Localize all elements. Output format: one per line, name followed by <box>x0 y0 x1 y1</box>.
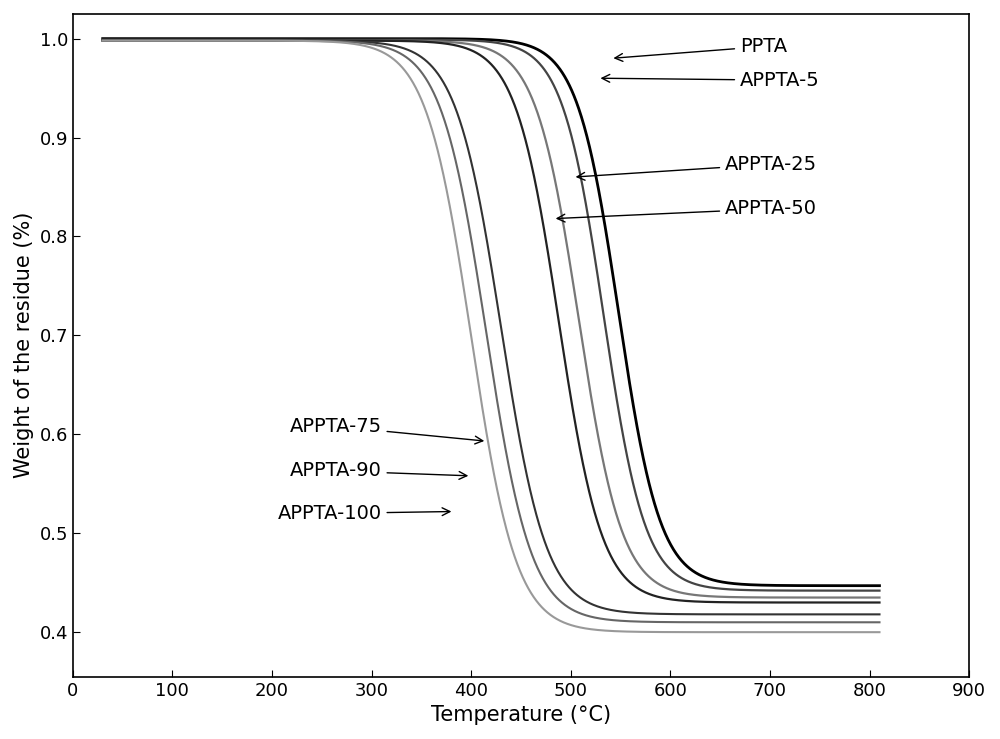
PPTA <box>474 35 486 44</box>
APPTA-50 <box>474 51 486 60</box>
APPTA-50 <box>97 36 109 45</box>
APPTA-75 <box>851 610 863 619</box>
APPTA-5 <box>136 35 148 44</box>
APPTA-25 <box>851 593 863 602</box>
Line: PPTA: PPTA <box>103 38 879 586</box>
APPTA-75 <box>136 36 148 45</box>
APPTA-50 <box>851 598 863 607</box>
APPTA-25 <box>708 592 720 601</box>
PPTA <box>97 34 109 43</box>
Text: APPTA-75: APPTA-75 <box>289 417 483 444</box>
APPTA-90 <box>851 618 863 627</box>
APPTA-100 <box>97 36 109 45</box>
Text: APPTA-90: APPTA-90 <box>290 461 467 480</box>
PPTA <box>136 34 148 43</box>
APPTA-90 <box>851 618 863 627</box>
APPTA-50 <box>136 36 148 45</box>
APPTA-25 <box>474 42 486 51</box>
X-axis label: Temperature (°C): Temperature (°C) <box>431 705 611 725</box>
PPTA <box>851 582 863 590</box>
Text: PPTA: PPTA <box>615 37 787 61</box>
APPTA-5 <box>97 35 109 44</box>
APPTA-50 <box>708 598 720 607</box>
APPTA-25 <box>136 36 148 45</box>
Line: APPTA-5: APPTA-5 <box>103 40 879 590</box>
APPTA-100 <box>873 627 885 636</box>
APPTA-50 <box>851 598 863 607</box>
APPTA-90 <box>708 618 720 627</box>
APPTA-5 <box>851 586 863 595</box>
APPTA-100 <box>851 627 863 636</box>
APPTA-90 <box>97 36 109 45</box>
APPTA-5 <box>851 586 863 595</box>
PPTA <box>454 35 466 44</box>
APPTA-25 <box>873 593 885 602</box>
PPTA <box>851 582 863 590</box>
APPTA-90 <box>873 618 885 627</box>
APPTA-50 <box>873 598 885 607</box>
APPTA-75 <box>454 116 466 125</box>
PPTA <box>708 576 720 585</box>
APPTA-75 <box>708 610 720 619</box>
APPTA-75 <box>97 36 109 45</box>
Line: APPTA-90: APPTA-90 <box>103 41 879 622</box>
APPTA-5 <box>474 37 486 46</box>
Line: APPTA-50: APPTA-50 <box>103 41 879 602</box>
Line: APPTA-100: APPTA-100 <box>103 41 879 632</box>
Line: APPTA-75: APPTA-75 <box>103 41 879 614</box>
Text: APPTA-50: APPTA-50 <box>557 200 817 222</box>
APPTA-50 <box>454 42 466 51</box>
APPTA-25 <box>454 38 466 47</box>
APPTA-25 <box>851 593 863 602</box>
Y-axis label: Weight of the residue (%): Weight of the residue (%) <box>14 212 34 478</box>
APPTA-100 <box>454 259 466 268</box>
APPTA-25 <box>97 36 109 45</box>
APPTA-100 <box>708 627 720 636</box>
Text: APPTA-25: APPTA-25 <box>577 154 817 180</box>
APPTA-5 <box>454 35 466 44</box>
Text: APPTA-100: APPTA-100 <box>277 504 450 523</box>
APPTA-5 <box>873 586 885 595</box>
APPTA-75 <box>851 610 863 619</box>
APPTA-90 <box>136 36 148 45</box>
Text: APPTA-5: APPTA-5 <box>602 71 820 89</box>
APPTA-90 <box>474 290 486 299</box>
APPTA-5 <box>708 584 720 593</box>
APPTA-90 <box>454 175 466 184</box>
APPTA-100 <box>474 392 486 401</box>
Line: APPTA-25: APPTA-25 <box>103 41 879 598</box>
PPTA <box>873 582 885 590</box>
APPTA-75 <box>474 200 486 209</box>
APPTA-100 <box>851 627 863 636</box>
APPTA-75 <box>873 610 885 619</box>
APPTA-100 <box>136 36 148 45</box>
